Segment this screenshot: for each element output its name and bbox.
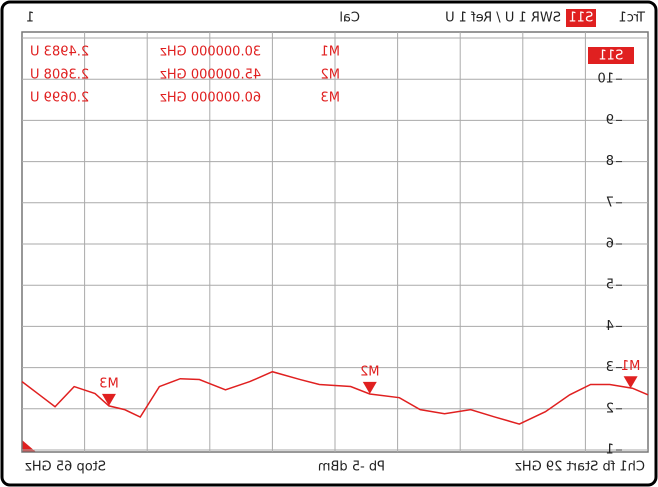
marker-name: M1 [321, 45, 341, 60]
trace-name: Trc1 [618, 11, 646, 26]
marker-label: M3 [99, 376, 119, 391]
marker-name: M2 [321, 68, 341, 83]
marker-value: 2.3608 U [30, 68, 89, 83]
format: SWR 1 U / Ref 1 U [445, 11, 561, 26]
marker-freq: 30.000000 GHz [160, 45, 261, 60]
marker-value: 2.0699 U [30, 91, 89, 106]
marker [101, 393, 116, 406]
y-tick-label: 2 [606, 401, 614, 416]
marker-name: M3 [321, 91, 341, 106]
cal: Cal [339, 11, 360, 26]
y-tick-label: 6 [606, 237, 614, 252]
y-tick-label: 7 [606, 195, 614, 210]
trace-label-box [588, 47, 634, 64]
param-box [566, 9, 596, 27]
marker-label: M2 [360, 364, 380, 379]
marker-value: 2.4983 U [30, 45, 89, 60]
param: S11 [569, 11, 594, 26]
trace [21, 370, 649, 425]
power: Pb -5 dBm [318, 460, 385, 475]
y-tick-label: 3 [606, 360, 614, 375]
y-tick-label: 9 [606, 113, 614, 128]
marker-freq: 45.000000 GHz [160, 68, 261, 83]
marker [623, 376, 638, 389]
trace-label: S11 [599, 49, 624, 64]
marker-label: M1 [621, 359, 641, 374]
y-tick-label: 1 [606, 443, 614, 458]
ref-arrow [22, 440, 36, 452]
marker-freq: 60.000000 GHz [160, 91, 261, 106]
start: Ch1 fb Start 29 GHz [515, 460, 645, 475]
y-tick-label: 4 [606, 319, 614, 334]
y-tick-label: 5 [606, 278, 614, 293]
stop: Stop 65 GHz [25, 460, 106, 475]
y-tick-label: 8 [606, 154, 614, 169]
marker [362, 381, 377, 394]
mirrored-display: Trc1 S11 SWR 1 U / Ref 1 U Cal 1 Ch1 fb … [21, 9, 649, 475]
channel: 1 [26, 11, 34, 26]
y-tick-label: 10 [597, 72, 614, 87]
